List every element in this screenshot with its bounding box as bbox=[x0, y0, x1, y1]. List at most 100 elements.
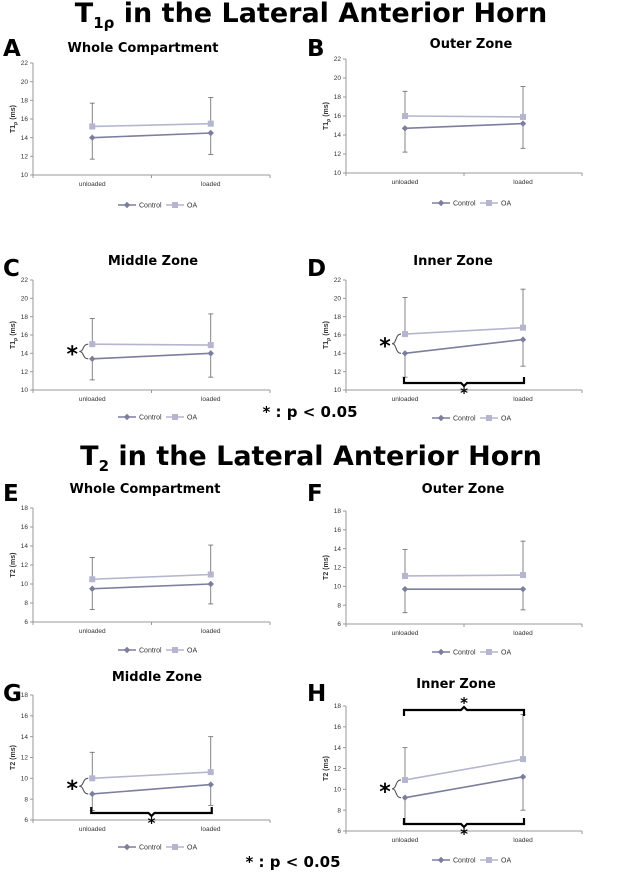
legend-marker-oa bbox=[486, 649, 492, 655]
y-tick-label: 18 bbox=[21, 505, 29, 512]
legend-label-oa: OA bbox=[501, 416, 511, 423]
y-tick-label: 10 bbox=[334, 584, 342, 591]
x-category-label: unloaded bbox=[392, 630, 419, 637]
group-significance-star: * bbox=[379, 335, 391, 360]
point-oa bbox=[520, 756, 526, 763]
legend-marker-control bbox=[123, 646, 131, 654]
series-line-control bbox=[92, 583, 211, 590]
y-axis-label: T1ρ (ms) bbox=[10, 321, 19, 349]
load-significance-star-bottom: * bbox=[460, 384, 468, 402]
panel-letter: D bbox=[307, 256, 326, 282]
panel-title: Outer Zone bbox=[422, 482, 505, 497]
series-line-control bbox=[92, 783, 211, 795]
point-control bbox=[401, 794, 409, 801]
y-tick-label: 14 bbox=[21, 135, 29, 142]
point-oa bbox=[207, 571, 214, 578]
panel-letter: A bbox=[3, 36, 21, 62]
y-tick-label: 16 bbox=[21, 116, 29, 123]
point-control bbox=[519, 336, 527, 343]
load-bracket-bottom bbox=[90, 807, 213, 818]
y-tick-label: 16 bbox=[334, 724, 342, 731]
point-control bbox=[401, 585, 409, 593]
legend-label-control: Control bbox=[139, 648, 162, 655]
y-tick-label: 16 bbox=[21, 332, 29, 339]
legend-label-control: Control bbox=[453, 416, 476, 423]
y-tick-label: 8 bbox=[337, 807, 341, 814]
panel-letter: B bbox=[307, 36, 325, 62]
y-tick-label: 10 bbox=[21, 581, 29, 588]
y-axis-label: T1ρ (ms) bbox=[323, 102, 332, 130]
series-line-oa bbox=[404, 326, 524, 335]
point-oa bbox=[89, 123, 96, 130]
section-title-t2: T2 in the Lateral Anterior Horn bbox=[80, 441, 542, 475]
group-significance-star: * bbox=[66, 777, 78, 802]
y-tick-label: 22 bbox=[334, 56, 342, 63]
legend-label-control: Control bbox=[453, 858, 476, 865]
legend-label-control: Control bbox=[453, 650, 476, 657]
load-bracket-bottom bbox=[402, 818, 526, 829]
legend-marker-control bbox=[437, 648, 445, 656]
x-category-label: unloaded bbox=[79, 396, 106, 403]
x-category-label: unloaded bbox=[79, 826, 106, 833]
panel-title: Inner Zone bbox=[416, 677, 496, 692]
x-category-label: loaded bbox=[201, 826, 221, 833]
panel-letter: H bbox=[307, 681, 326, 707]
y-axis-label: T1ρ (ms) bbox=[323, 321, 332, 349]
y-tick-label: 12 bbox=[21, 755, 29, 762]
point-oa bbox=[520, 113, 526, 120]
point-control bbox=[207, 580, 214, 588]
series-line-control bbox=[92, 352, 211, 360]
y-tick-label: 14 bbox=[21, 351, 29, 358]
legend-marker-oa bbox=[172, 647, 178, 653]
point-control bbox=[207, 781, 214, 788]
x-category-label: loaded bbox=[201, 181, 221, 188]
legend-marker-control bbox=[123, 413, 131, 421]
y-tick-label: 12 bbox=[334, 369, 342, 376]
y-tick-label: 6 bbox=[337, 621, 341, 628]
y-tick-label: 14 bbox=[334, 546, 342, 553]
y-tick-label: 10 bbox=[334, 387, 342, 394]
group-significance-star: * bbox=[66, 343, 78, 368]
legend-label-oa: OA bbox=[501, 858, 511, 865]
point-control bbox=[89, 134, 96, 141]
y-tick-label: 18 bbox=[334, 508, 342, 515]
group-significance-star: * bbox=[379, 780, 391, 805]
group-brace bbox=[391, 333, 402, 354]
point-oa bbox=[89, 775, 96, 782]
y-tick-label: 12 bbox=[21, 369, 29, 376]
series-line-control bbox=[404, 122, 524, 130]
panel-letter: E bbox=[3, 481, 19, 507]
legend-marker-oa bbox=[486, 415, 492, 421]
panel-b: B Outer Zone 10 12 14 16 18 20 22 T1ρ (ms) unloade… bbox=[307, 36, 583, 208]
y-tick-label: 18 bbox=[334, 314, 342, 321]
y-tick-label: 12 bbox=[21, 154, 29, 161]
y-tick-label: 10 bbox=[21, 387, 29, 394]
y-tick-label: 12 bbox=[334, 151, 342, 158]
point-control bbox=[207, 350, 214, 357]
panel-d: D Inner Zone 10 12 14 16 18 20 22 T1ρ (ms) unloade… bbox=[307, 254, 583, 423]
point-oa bbox=[520, 324, 526, 331]
x-category-label: unloaded bbox=[392, 179, 419, 186]
y-axis-label: T2 (ms) bbox=[10, 553, 17, 578]
y-axis-label: T2 (ms) bbox=[323, 555, 330, 580]
y-tick-label: 12 bbox=[334, 565, 342, 572]
y-tick-label: 18 bbox=[21, 692, 29, 699]
legend-marker-oa bbox=[172, 202, 178, 208]
load-bracket-bottom bbox=[402, 377, 526, 388]
y-tick-label: 6 bbox=[24, 619, 28, 626]
legend-label-control: Control bbox=[139, 415, 162, 422]
point-oa bbox=[520, 572, 526, 579]
y-axis-label: T1ρ (ms) bbox=[10, 105, 19, 133]
panel-a: A Whole Compartment 10 12 14 16 18 20 22 T1ρ (ms)… bbox=[3, 36, 271, 210]
y-tick-label: 8 bbox=[24, 796, 28, 803]
y-tick-label: 18 bbox=[21, 314, 29, 321]
point-oa bbox=[402, 113, 408, 119]
point-oa bbox=[89, 576, 96, 583]
series-line-control bbox=[404, 776, 524, 799]
x-category-label: unloaded bbox=[392, 837, 419, 844]
panel-title: Middle Zone bbox=[112, 670, 202, 685]
y-tick-label: 22 bbox=[21, 277, 29, 284]
point-control bbox=[401, 125, 409, 132]
y-tick-label: 10 bbox=[21, 776, 29, 783]
y-tick-label: 12 bbox=[21, 562, 29, 569]
